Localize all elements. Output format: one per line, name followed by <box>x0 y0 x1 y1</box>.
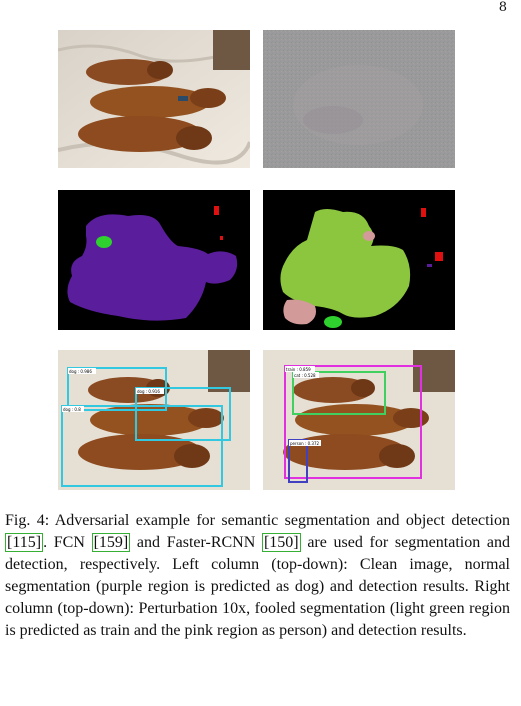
caption-text-3: and Faster-RCNN <box>130 534 262 551</box>
det-box-dog-3 <box>135 387 231 441</box>
det-box-dog-1 <box>61 405 223 487</box>
red-spot <box>214 206 219 215</box>
det-label-train: train : 0.859 <box>286 367 311 372</box>
dog-bottom <box>78 116 202 152</box>
page-number: 8 <box>498 0 507 15</box>
dog-middle <box>90 86 210 118</box>
citation-link-150[interactable]: [150] <box>261 533 301 552</box>
det-label-cat: cat : 0.528 <box>294 373 316 378</box>
citation-link-115[interactable]: [115] <box>5 533 44 552</box>
det-label-1: dog : 0.986 <box>69 369 92 374</box>
det-label-person: person : 0.372 <box>290 441 320 446</box>
citation-link-159[interactable]: [159] <box>91 533 131 552</box>
train-region <box>280 209 411 318</box>
figure-caption: Fig. 4: Adversarial example for semantic… <box>5 510 510 642</box>
caption-text-4: are used for segmentation and detection,… <box>5 534 511 639</box>
small-green-region-fooled <box>324 316 342 328</box>
small-green-region <box>96 236 112 248</box>
perturbation-noise <box>263 30 455 168</box>
normal-detection-image: dog : 0.986 dog : 0.916 dog : 0.8 <box>58 350 250 490</box>
fooled-segmentation-panel <box>263 190 455 330</box>
det-label-2: dog : 0.916 <box>137 389 160 394</box>
clean-image-panel <box>58 30 250 168</box>
fooled-detection-image: train : 0.859 cat : 0.528 person : 0.372 <box>263 350 455 490</box>
perturbation-panel <box>263 30 455 168</box>
red-spot-fooled <box>421 208 426 217</box>
fooled-segmentation-map <box>263 190 455 330</box>
caption-text-1: Fig. 4: Adversarial example for semantic… <box>5 512 510 529</box>
normal-segmentation-map <box>58 190 250 330</box>
det-label-3: dog : 0.8 <box>63 407 81 412</box>
det-box-train <box>284 365 422 479</box>
fooled-detection-panel: train : 0.859 cat : 0.528 person : 0.372 <box>263 350 455 490</box>
person-region <box>283 299 316 325</box>
normal-detection-panel: dog : 0.986 dog : 0.916 dog : 0.8 <box>58 350 250 490</box>
det-box-cat <box>292 371 386 415</box>
clean-image-photo <box>58 30 250 168</box>
caption-text-2: . FCN <box>43 534 92 551</box>
normal-segmentation-panel <box>58 190 250 330</box>
